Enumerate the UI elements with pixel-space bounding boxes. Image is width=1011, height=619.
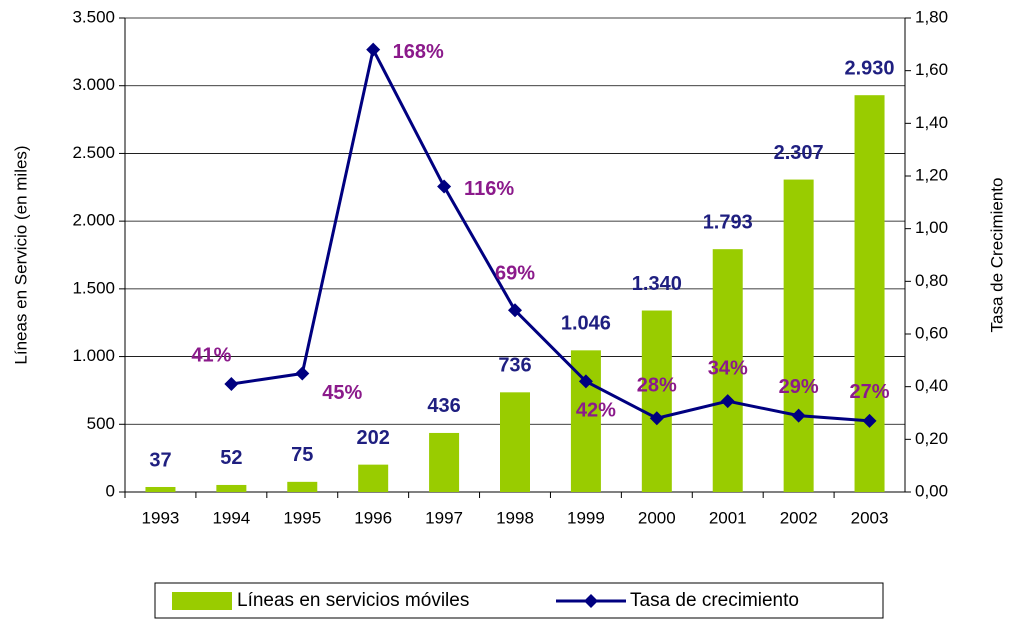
x-tick-label: 2002: [780, 508, 818, 527]
bar-value-label: 736: [498, 355, 531, 377]
y-tick-label: 500: [87, 414, 115, 433]
bar: [712, 249, 743, 492]
bar-value-label: 436: [427, 395, 460, 417]
y-tick-label: 1.500: [72, 278, 115, 297]
y2-tick-label: 0,20: [915, 429, 948, 448]
bar-value-label: 1.340: [632, 273, 682, 295]
x-tick-label: 1999: [567, 508, 605, 527]
y-tick-label: 2.000: [72, 211, 115, 230]
bar: [216, 484, 247, 492]
line-marker: [508, 303, 522, 318]
line-marker: [366, 42, 381, 57]
line-marker: [791, 408, 806, 423]
x-tick-label: 2000: [638, 508, 676, 527]
y2-tick-label: 1,60: [915, 60, 948, 79]
bar-value-label: 202: [356, 427, 389, 449]
y2-tick-label: 0,80: [915, 271, 948, 290]
x-tick-label: 2001: [709, 508, 747, 527]
legend-label: Tasa de crecimiento: [630, 590, 799, 611]
y-tick-label: 3.500: [72, 7, 115, 26]
line-value-label: 29%: [779, 376, 819, 398]
line-value-label: 42%: [576, 400, 616, 422]
bar: [358, 464, 389, 492]
line-value-label: 45%: [322, 382, 362, 404]
line-value-label: 28%: [637, 375, 677, 397]
legend-box: [154, 582, 884, 619]
y2-tick-label: 1,40: [915, 113, 948, 132]
line-value-label: 168%: [393, 41, 444, 63]
line-marker: [720, 394, 735, 409]
line-value-label: 27%: [850, 381, 890, 403]
line-marker: [578, 374, 593, 389]
bar: [145, 486, 176, 492]
bar-value-label: 37: [149, 449, 171, 471]
line-value-label: 41%: [191, 344, 231, 366]
line-value-label: 116%: [464, 178, 514, 200]
line-marker: [295, 366, 310, 381]
bar-value-label: 2.930: [845, 57, 895, 79]
y2-axis-title: Tasa de Crecimiento: [987, 178, 1006, 333]
x-tick-label: 1995: [283, 508, 321, 527]
y-tick-label: 2.500: [72, 143, 115, 162]
x-tick-label: 2003: [851, 508, 889, 527]
legend-label: Líneas en servicios móviles: [237, 590, 469, 611]
legend-swatch: [172, 592, 232, 610]
bar-value-label: 52: [220, 447, 242, 469]
bar: [570, 350, 601, 492]
bar: [641, 310, 672, 492]
y-tick-label: 0: [106, 481, 115, 500]
y2-tick-label: 1,20: [915, 165, 948, 184]
x-tick-label: 1997: [425, 508, 463, 527]
x-tick-label: 1994: [212, 508, 250, 527]
bar-value-label: 1.046: [561, 313, 611, 335]
legend-marker: [584, 594, 598, 608]
y2-tick-label: 0,40: [915, 376, 948, 395]
x-tick-label: 1993: [142, 508, 180, 527]
bar: [287, 481, 318, 492]
bar: [854, 95, 885, 493]
y2-tick-label: 1,80: [915, 7, 948, 26]
y-axis-title: Líneas en Servicio (en miles): [11, 145, 30, 364]
bar: [500, 392, 530, 492]
line-marker: [224, 377, 239, 392]
y2-tick-label: 1,00: [915, 218, 948, 237]
line-marker: [437, 179, 452, 194]
bar: [783, 179, 814, 492]
x-tick-label: 1998: [496, 508, 534, 527]
x-tick-label: 1996: [354, 508, 392, 527]
y-tick-label: 3.000: [72, 75, 115, 94]
y2-tick-label: 0,00: [915, 481, 948, 500]
y2-tick-label: 0,60: [915, 323, 948, 342]
bar-value-label: 2.307: [774, 142, 824, 164]
bar-value-label: 75: [291, 444, 313, 466]
bar: [429, 432, 460, 492]
bar-value-label: 1.793: [703, 211, 753, 233]
line: [231, 45, 870, 423]
y-tick-label: 1.000: [72, 346, 115, 365]
line-marker: [649, 411, 664, 426]
line-value-label: 34%: [708, 357, 748, 379]
line-value-label: 69%: [495, 263, 535, 285]
line-marker: [862, 413, 877, 428]
